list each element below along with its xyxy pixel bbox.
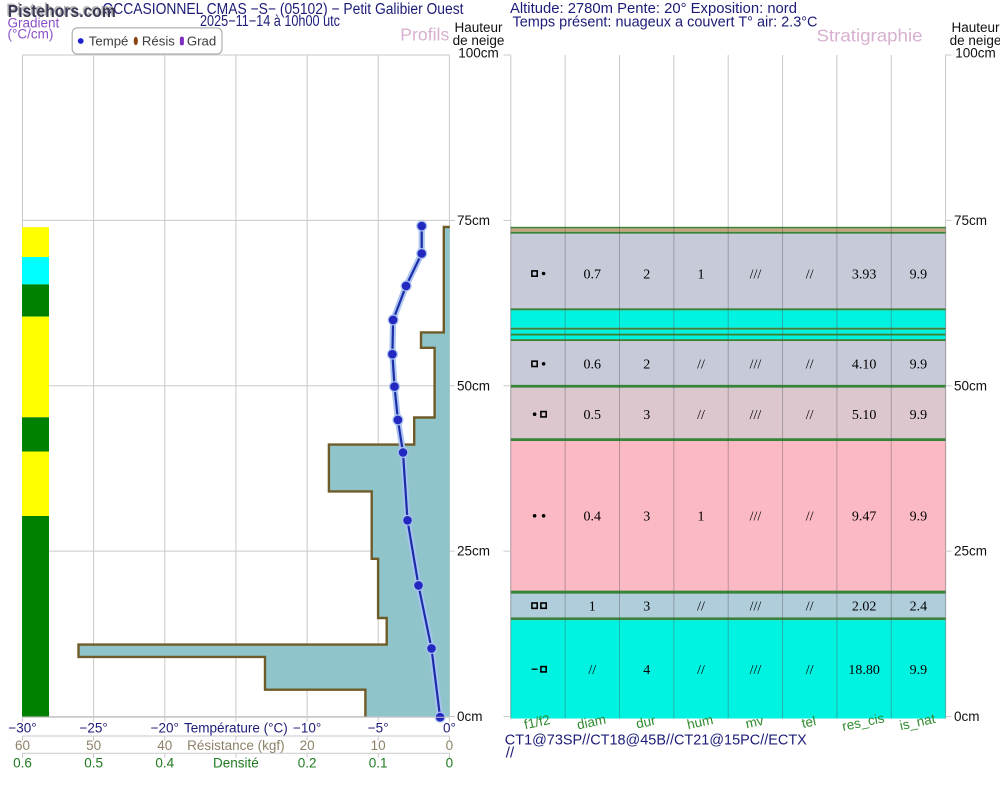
- svg-text:mv: mv: [744, 713, 765, 731]
- svg-text:Stratigraphie: Stratigraphie: [817, 25, 923, 45]
- svg-text:0cm: 0cm: [457, 709, 483, 724]
- svg-text:2: 2: [643, 358, 650, 373]
- svg-text:Pistehors.com: Pistehors.com: [8, 1, 116, 21]
- svg-text://: //: [806, 267, 814, 282]
- svg-text:50cm: 50cm: [954, 378, 987, 393]
- svg-text:25cm: 25cm: [457, 544, 490, 559]
- svg-text:Hauteur: Hauteur: [454, 20, 503, 35]
- svg-text:3.93: 3.93: [852, 267, 877, 282]
- svg-text:−10°: −10°: [293, 720, 321, 735]
- svg-text://: //: [697, 599, 705, 614]
- svg-text:0.5: 0.5: [84, 756, 103, 771]
- svg-text:9.9: 9.9: [910, 267, 928, 282]
- svg-text:(°C/cm): (°C/cm): [8, 27, 54, 42]
- svg-text:///: ///: [750, 510, 762, 525]
- svg-text://: //: [697, 663, 705, 678]
- svg-text:diam: diam: [575, 712, 607, 733]
- svg-text:///: ///: [750, 599, 762, 614]
- svg-text:9.47: 9.47: [852, 510, 877, 525]
- svg-text:2: 2: [643, 267, 650, 282]
- svg-text:hum: hum: [686, 712, 715, 732]
- svg-text://: //: [588, 663, 596, 678]
- svg-text:Résis: Résis: [142, 33, 175, 48]
- svg-text://: //: [697, 358, 705, 373]
- svg-text:25cm: 25cm: [954, 544, 987, 559]
- svg-text:0.7: 0.7: [584, 267, 602, 282]
- svg-text:0.5: 0.5: [584, 408, 602, 423]
- svg-text:9.9: 9.9: [910, 510, 928, 525]
- svg-text:50cm: 50cm: [457, 378, 490, 393]
- svg-text:20: 20: [300, 738, 315, 753]
- svg-text:18.80: 18.80: [848, 663, 880, 678]
- svg-text:0: 0: [446, 738, 454, 753]
- svg-text:4.10: 4.10: [852, 358, 877, 373]
- svg-text:Profils: Profils: [400, 25, 449, 45]
- svg-text:3: 3: [643, 510, 650, 525]
- svg-text:0.4: 0.4: [155, 756, 174, 771]
- svg-text:2025−11−14 à 10h00 utc: 2025−11−14 à 10h00 utc: [200, 13, 340, 30]
- svg-text:Temps présent: nuageux a couve: Temps présent: nuageux a couvert T° air:…: [513, 14, 818, 31]
- svg-text:1: 1: [698, 267, 705, 282]
- svg-text:///: ///: [750, 267, 762, 282]
- svg-text:9.9: 9.9: [910, 408, 928, 423]
- svg-text:−25°: −25°: [79, 720, 107, 735]
- svg-text:0.4: 0.4: [584, 510, 602, 525]
- svg-text:Densité: Densité: [213, 756, 259, 771]
- svg-text:0°: 0°: [443, 720, 456, 735]
- svg-text:tel: tel: [800, 713, 817, 731]
- svg-text:3: 3: [643, 408, 650, 423]
- svg-text://: //: [806, 663, 814, 678]
- svg-text:///: ///: [750, 358, 762, 373]
- svg-text:75cm: 75cm: [457, 213, 490, 228]
- svg-text:2.4: 2.4: [910, 599, 928, 614]
- svg-text:9.9: 9.9: [910, 663, 928, 678]
- svg-text:60: 60: [15, 738, 30, 753]
- svg-text:2.02: 2.02: [852, 599, 877, 614]
- svg-text:dur: dur: [635, 713, 658, 732]
- svg-text:Altitude: 2780m Pente: 20° Exp: Altitude: 2780m Pente: 20° Exposition: n…: [510, 0, 797, 17]
- svg-text://: //: [806, 408, 814, 423]
- svg-text:Pistehors.com: Pistehors.com: [6, 0, 114, 20]
- svg-text:0.6: 0.6: [584, 358, 602, 373]
- svg-text:1: 1: [589, 599, 596, 614]
- svg-text:Tempé: Tempé: [89, 33, 129, 48]
- svg-text:−20°: −20°: [151, 720, 179, 735]
- svg-text://: //: [806, 510, 814, 525]
- svg-text:Gradient: Gradient: [8, 15, 60, 30]
- svg-text:1: 1: [698, 510, 705, 525]
- svg-text://: //: [806, 358, 814, 373]
- svg-text://: //: [806, 599, 814, 614]
- svg-text:50: 50: [86, 738, 101, 753]
- svg-text:4: 4: [643, 663, 650, 678]
- svg-text:0: 0: [446, 756, 454, 771]
- svg-text:10: 10: [371, 738, 386, 753]
- svg-text:75cm: 75cm: [954, 213, 987, 228]
- svg-text:3: 3: [643, 599, 650, 614]
- svg-text:OCCASIONNEL CMAS −S− (05102) −: OCCASIONNEL CMAS −S− (05102) − Petit Gal…: [103, 1, 465, 18]
- svg-text://: //: [697, 408, 705, 423]
- svg-text:///: ///: [750, 663, 762, 678]
- svg-text:0cm: 0cm: [954, 709, 980, 724]
- svg-text:f1/f2: f1/f2: [523, 712, 552, 732]
- svg-text:40: 40: [157, 738, 172, 753]
- svg-text:−30°: −30°: [8, 720, 36, 735]
- svg-text:Résistance (kgf): Résistance (kgf): [187, 738, 285, 753]
- svg-text:−5°: −5°: [368, 720, 389, 735]
- svg-text:///: ///: [750, 408, 762, 423]
- svg-text:Grad: Grad: [187, 33, 216, 48]
- svg-text:Hauteur: Hauteur: [951, 20, 1000, 35]
- svg-text:de neige: de neige: [950, 33, 1000, 48]
- svg-text:is_nat: is_nat: [898, 711, 937, 733]
- svg-text:9.9: 9.9: [910, 358, 928, 373]
- svg-text:0.2: 0.2: [298, 756, 317, 771]
- svg-text:100cm: 100cm: [458, 46, 499, 61]
- svg-text:Température (°C): Température (°C): [184, 720, 288, 735]
- svg-text:0.6: 0.6: [13, 756, 32, 771]
- svg-text:5.10: 5.10: [852, 408, 877, 423]
- svg-text:de neige: de neige: [453, 33, 505, 48]
- svg-text:100cm: 100cm: [955, 46, 996, 61]
- svg-text:0.1: 0.1: [369, 756, 388, 771]
- svg-text:CT1@73SP//CT18@45B//CT21@15PC/: CT1@73SP//CT18@45B//CT21@15PC//ECTX: [505, 731, 807, 748]
- svg-text://: //: [506, 745, 515, 762]
